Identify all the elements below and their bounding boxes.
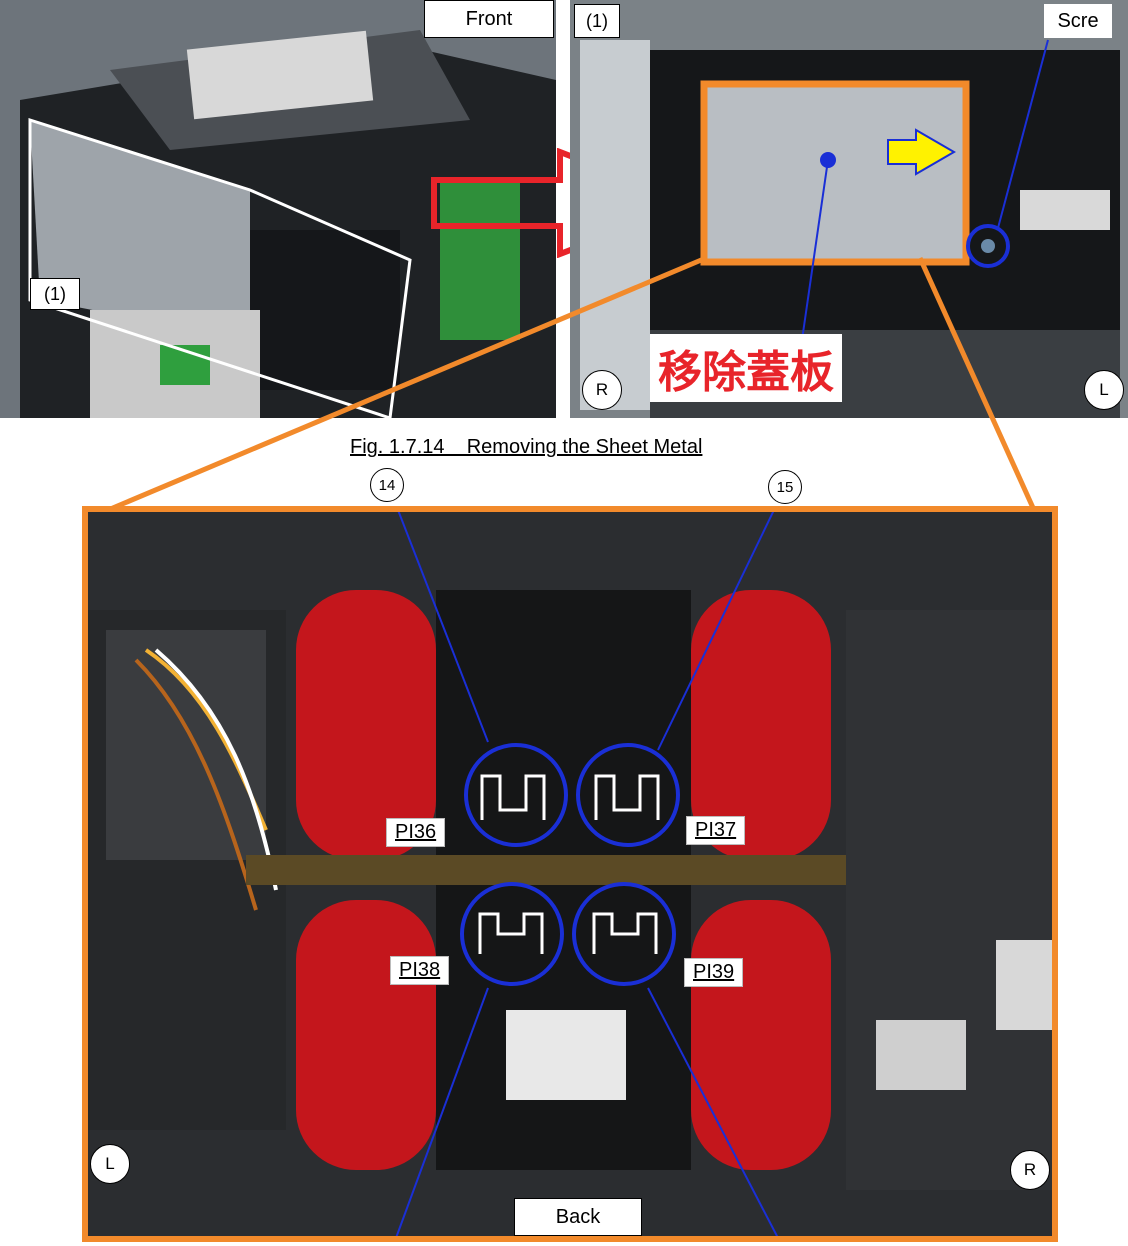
side-r-badge: R [582,370,622,410]
remove-cover-note: 移除蓋板 [650,334,842,402]
zoom-connector [107,255,1037,513]
back-label: Back [514,1198,642,1236]
sensor-label-pi39: PI39 [684,958,744,987]
sensor-detail-illustration [86,510,1054,1238]
side-l-badge: L [1084,370,1124,410]
front-view-illustration [0,0,556,418]
sensor-label-pi36: PI36 [386,818,446,847]
callout-1-left: (1) [30,278,80,310]
front-view-photo: Front (1) [0,0,556,418]
screw-label: Scre [1044,4,1112,38]
figure-caption: Fig. 1.7.14 Removing the Sheet Metal [350,436,703,458]
callout-14: 14 [370,468,404,502]
front-label: Front [424,0,554,38]
cover-photo: (1) Scre R L [570,0,1128,418]
side-l-badge-main: L [90,1144,130,1184]
sensor-label-pi37: PI37 [686,816,746,845]
callout-15: 15 [768,470,802,504]
sensor-detail-photo: PI36 PI37 PI38 PI39 Back L R [86,510,1054,1238]
callout-1-right: (1) [574,4,620,38]
sensor-label-pi38: PI38 [390,956,450,985]
side-r-badge-main: R [1010,1150,1050,1190]
cover-illustration [570,0,1128,418]
